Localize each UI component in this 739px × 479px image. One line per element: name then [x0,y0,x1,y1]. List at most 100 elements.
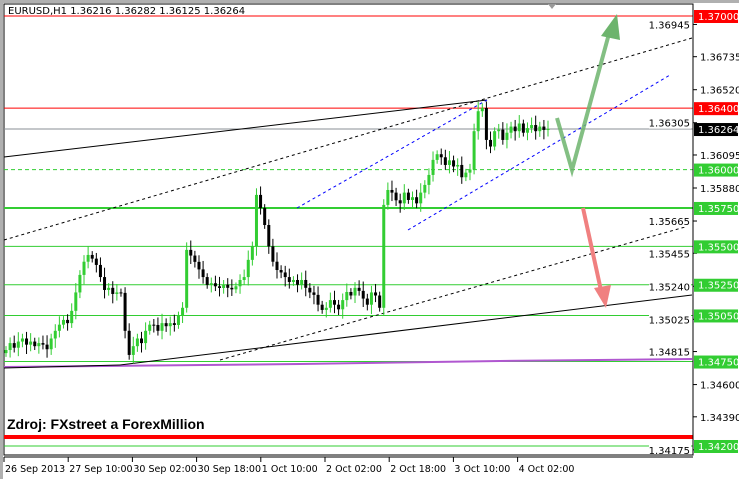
candle-body [287,277,291,282]
time-tick-label: 30 Sep 18:00 [198,464,261,475]
level-price-tag [694,278,738,292]
candle-body [493,131,497,147]
price-tick-label: 1.35880 [700,184,739,195]
candle-body [369,292,373,305]
candle-body [135,338,139,347]
level-price-label: 1.37000 [698,12,739,23]
candle-body [390,189,394,193]
price-tick-label-backing [649,345,691,358]
candle-body [480,107,484,112]
candle-body [341,300,345,310]
candle-body [447,160,451,165]
candle-body [103,277,107,290]
price-tick-label: 1.34815 [649,348,690,359]
candle-body [460,164,464,178]
price-tick-label: 1.35240 [649,282,690,293]
candle-body [25,338,29,345]
candle-body [4,350,8,354]
candle-body [201,269,205,278]
candle-body [394,192,398,201]
level-price-label: 1.34200 [698,442,739,453]
time-tick-label: 2 Oct 02:00 [326,464,382,475]
candle-body [185,249,189,308]
green-arrow-up [555,29,612,178]
candle-body [382,204,386,308]
level-price-label: 1.36000 [698,166,739,177]
candle-body [452,160,456,167]
source-annotation: Zdroj: FXstreet a ForexMillion [7,416,205,432]
channel-line-dashed-lower [219,224,693,361]
candle-body [234,286,238,290]
candle-body [439,154,443,158]
candle-body [98,264,102,278]
level-price-label: 1.34750 [698,358,739,369]
candle-body [349,291,353,296]
green-arrowhead-icon [601,14,620,40]
candle-body [152,324,156,326]
candle-body [74,292,78,311]
candle-body [242,277,246,280]
candle-body [316,294,320,305]
candle-body [90,254,94,259]
candle-body [37,343,41,347]
time-tick-label: 30 Sep 02:00 [133,464,196,475]
candle-body [176,315,180,325]
candle-body [517,123,521,132]
candle-body [357,287,361,291]
candle-body [33,341,37,347]
candle-body [115,292,119,294]
level-price-tag [694,240,738,254]
trendline-lower [119,294,693,366]
candle-body [443,157,447,165]
candle-body [148,324,152,331]
candle-body [127,330,131,355]
candle-body [411,197,414,200]
price-tick-label-backing [649,18,691,31]
candle-body [107,287,111,290]
candle-body [279,270,283,273]
candle-body [189,249,193,256]
candle-body [168,323,172,327]
candle-body [406,192,410,200]
candle-body [181,307,185,316]
candle-body [283,272,287,278]
candle-body [312,292,316,295]
chart-title: EURUSD,H1 1.36216 1.36282 1.36125 1.3626… [8,6,246,17]
candle-body [267,225,271,247]
level-price-tag [694,439,738,453]
candle-body [78,274,82,293]
candle-body [525,128,529,133]
candle-body [12,343,16,348]
window-left-border [0,0,3,479]
candle-body [538,126,542,132]
candle-body [296,279,300,285]
candle-body [472,131,476,170]
candle-body [415,197,419,204]
price-tick-label-backing [649,215,691,228]
candle-body [61,319,65,325]
candle-body [501,129,505,140]
candle-body [542,126,546,130]
candle-body [70,310,74,324]
level-price-tag [694,201,738,215]
candle-body [160,323,164,331]
plot-area [3,3,694,456]
candle-body [226,284,230,288]
candle-body [365,298,369,305]
candle-body [238,279,242,287]
price-tick-label: 1.36945 [649,20,690,31]
price-tick-label: 1.36520 [700,86,739,97]
candle-body [230,287,234,290]
candle-body [497,129,501,132]
candle-body [521,123,525,133]
candle-body [41,343,45,345]
time-tick-label: 4 Oct 02:00 [519,464,575,475]
candle-body [111,287,115,294]
window-top-border [0,0,739,3]
candle-body [140,338,143,344]
candle-body [45,344,49,350]
candle-body [222,284,226,288]
candle-body [419,192,423,204]
